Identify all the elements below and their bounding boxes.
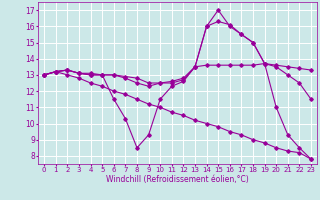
X-axis label: Windchill (Refroidissement éolien,°C): Windchill (Refroidissement éolien,°C) bbox=[106, 175, 249, 184]
